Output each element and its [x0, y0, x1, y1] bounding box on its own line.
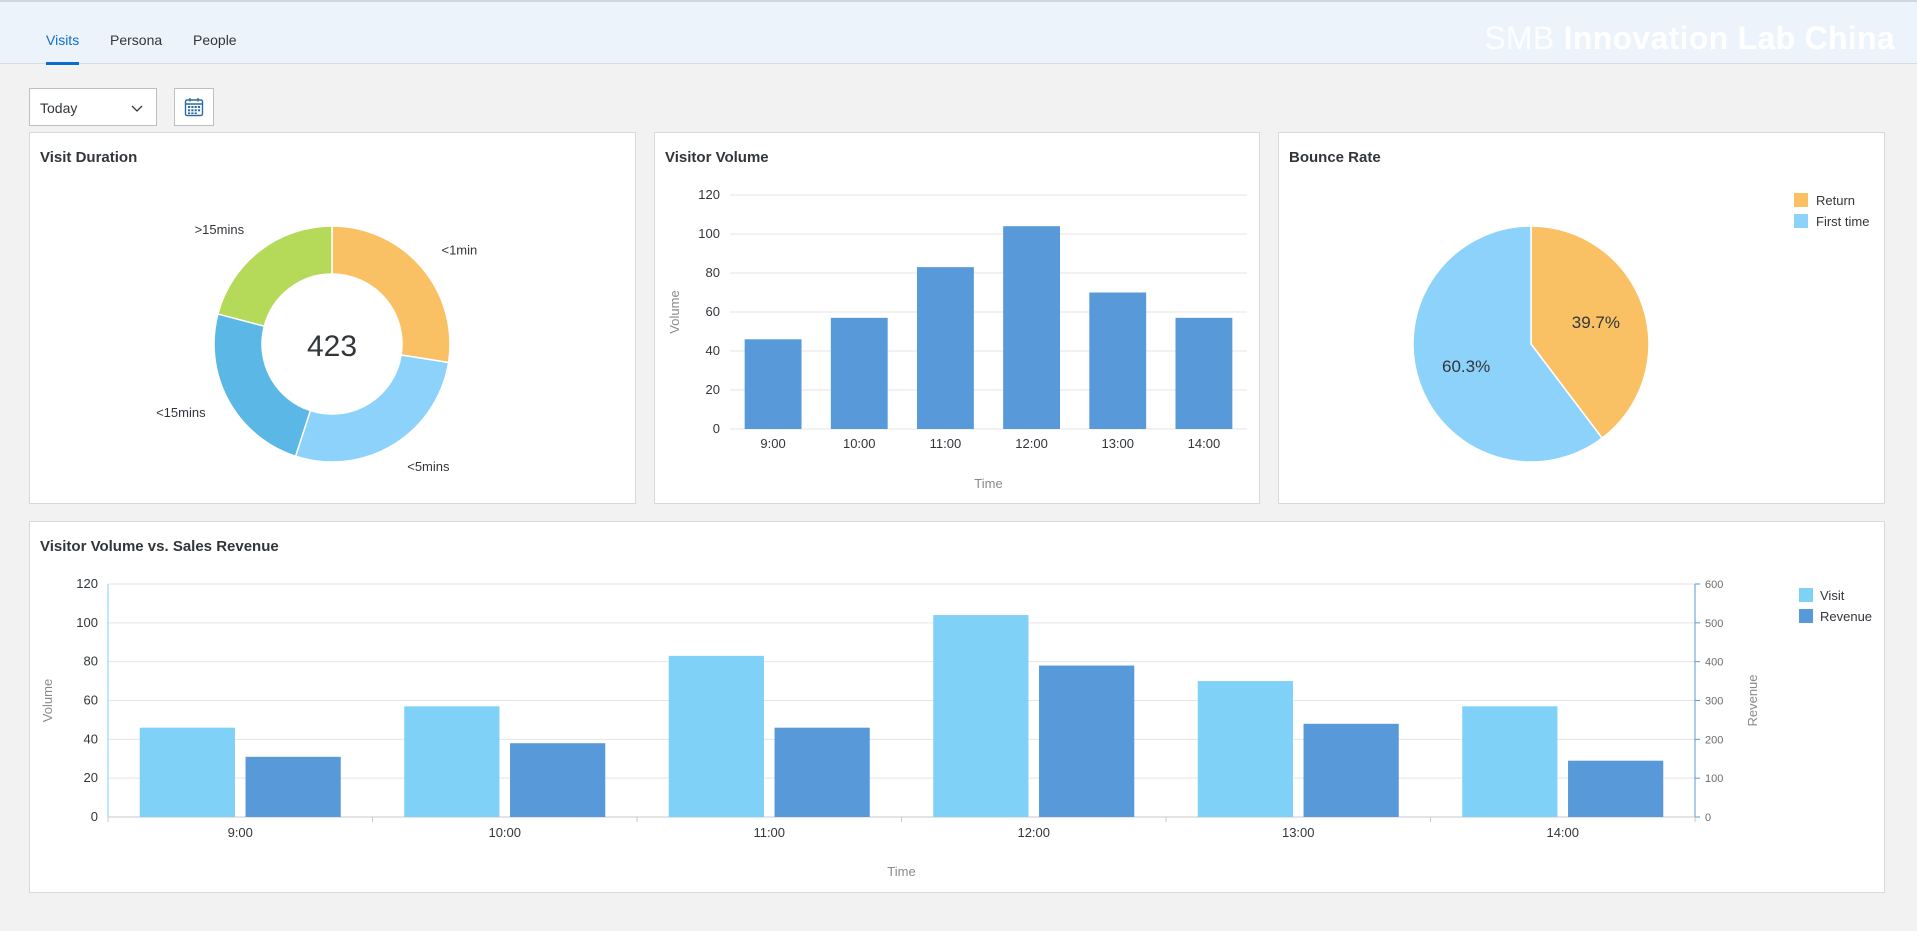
- legend-label: First time: [1816, 214, 1869, 229]
- visitor-volume-chart: 0 20 40 60 80 100 120 9:00 10:00 11:00 12:00 13:00 1…: [655, 133, 1259, 503]
- y-axis-title: Volume: [40, 679, 55, 722]
- x-tick-label: 13:00: [1282, 825, 1315, 840]
- donut-center-value: 423: [307, 330, 357, 363]
- top-navigation-bar: Visits Persona People SMB Innovation Lab…: [0, 0, 1917, 64]
- pie-slice-label-1: 60.3%: [1442, 357, 1490, 376]
- y2-tick-label: 100: [1705, 773, 1723, 785]
- period-select-value: Today: [40, 100, 77, 116]
- donut-slice-label-2: <15mins: [156, 405, 206, 420]
- y-axis-title: Volume: [667, 290, 682, 333]
- y2-tick-label: 400: [1705, 657, 1723, 669]
- tab-visits[interactable]: Visits: [46, 32, 79, 48]
- revenue-bar[interactable]: [1039, 666, 1134, 817]
- y2-tick-label: 0: [1705, 812, 1711, 824]
- y-tick-label: 20: [706, 382, 720, 397]
- x-tick-label: 10:00: [488, 825, 521, 840]
- volume-bar[interactable]: [917, 267, 974, 429]
- y-tick-label: 120: [76, 576, 98, 591]
- x-axis-title: Time: [974, 476, 1002, 491]
- x-tick-label: 9:00: [760, 436, 785, 451]
- volume-bar[interactable]: [831, 318, 888, 429]
- visit-bar[interactable]: [1198, 681, 1293, 817]
- x-tick-label: 13:00: [1101, 436, 1134, 451]
- y-tick-label: 60: [84, 693, 98, 708]
- volume-bar[interactable]: [1175, 318, 1232, 429]
- y-tick-label: 20: [84, 770, 98, 785]
- legend-swatch: [1794, 193, 1808, 207]
- y-tick-label: 80: [706, 265, 720, 280]
- donut-slice-2[interactable]: [214, 314, 310, 456]
- x-tick-label: 12:00: [1017, 825, 1050, 840]
- period-select[interactable]: Today: [29, 88, 157, 126]
- active-tab-indicator: [46, 62, 79, 65]
- y-tick-label: 40: [84, 731, 98, 746]
- pie-slice-label-0: 39.7%: [1572, 313, 1620, 332]
- tab-people[interactable]: People: [193, 32, 237, 48]
- visit-bar[interactable]: [669, 656, 764, 817]
- bounce-rate-card: Bounce Rate 39.7% 60.3% Return First time: [1278, 132, 1885, 504]
- visit-bar[interactable]: [140, 728, 235, 817]
- y2-axis-title: Revenue: [1745, 674, 1760, 726]
- donut-slice-label-0: <1min: [441, 242, 477, 257]
- visit-bar[interactable]: [1462, 706, 1557, 817]
- legend-swatch: [1794, 214, 1808, 228]
- volume-bar[interactable]: [1003, 226, 1060, 429]
- volume-bar[interactable]: [745, 339, 802, 429]
- revenue-bar[interactable]: [1304, 724, 1399, 817]
- revenue-bar[interactable]: [1568, 761, 1663, 817]
- x-tick-label: 9:00: [228, 825, 253, 840]
- visit-bar[interactable]: [933, 615, 1028, 817]
- y2-tick-label: 500: [1705, 618, 1723, 630]
- revenue-bar[interactable]: [246, 757, 341, 817]
- y-tick-label: 100: [698, 226, 720, 241]
- y-tick-label: 60: [706, 304, 720, 319]
- y2-tick-label: 600: [1705, 579, 1723, 591]
- bounce-rate-chart: 39.7% 60.3% Return First time: [1279, 133, 1884, 503]
- y-tick-label: 120: [698, 187, 720, 202]
- legend-label: Revenue: [1820, 609, 1872, 624]
- x-tick-label: 12:00: [1015, 436, 1048, 451]
- chevron-down-icon: [130, 101, 144, 115]
- visit-bar[interactable]: [404, 706, 499, 817]
- brand-logo: SMB Innovation Lab China: [1484, 20, 1895, 57]
- x-tick-label: 14:00: [1188, 436, 1221, 451]
- donut-slice-label-1: <5mins: [407, 459, 450, 474]
- legend-label: Return: [1816, 193, 1855, 208]
- calendar-icon: [184, 97, 204, 117]
- y-tick-label: 100: [76, 615, 98, 630]
- visit-duration-chart: <1min <5mins <15mins >15mins 423: [30, 133, 635, 503]
- y-tick-label: 40: [706, 343, 720, 358]
- x-tick-label: 14:00: [1546, 825, 1579, 840]
- y-tick-label: 0: [91, 809, 98, 824]
- visit-duration-card: Visit Duration <1min <5mins <15mins >15mins…: [29, 132, 636, 504]
- visitor-volume-card: Visitor Volume 0 20 40 60 80 100 120 9:00 10:00 1…: [654, 132, 1260, 504]
- donut-slice-label-3: >15mins: [195, 222, 245, 237]
- x-tick-label: 11:00: [753, 825, 785, 840]
- y2-tick-label: 300: [1705, 696, 1723, 708]
- y-tick-label: 0: [713, 421, 720, 436]
- donut-slice-3[interactable]: [218, 226, 332, 326]
- tab-persona[interactable]: Persona: [110, 32, 162, 48]
- y-tick-label: 80: [84, 654, 98, 669]
- brand-bold-text: Innovation Lab China: [1564, 20, 1895, 56]
- y2-tick-label: 200: [1705, 734, 1723, 746]
- donut-slice-1[interactable]: [296, 355, 449, 462]
- legend-swatch: [1799, 588, 1813, 602]
- volume-bar[interactable]: [1089, 293, 1146, 430]
- revenue-bar[interactable]: [775, 728, 870, 817]
- legend-swatch: [1799, 609, 1813, 623]
- volume-vs-revenue-card: Visitor Volume vs. Sales Revenue 0 20 40 60…: [29, 521, 1885, 893]
- brand-light-text: SMB: [1484, 20, 1554, 56]
- volume-vs-revenue-chart: 0 20 40 60 80 100 120 0 100 200 300 400 500 600 9:00 10…: [30, 522, 1884, 892]
- x-axis-title: Time: [887, 864, 915, 879]
- revenue-bar[interactable]: [510, 743, 605, 817]
- calendar-button[interactable]: [174, 88, 214, 126]
- x-tick-label: 10:00: [843, 436, 876, 451]
- legend-label: Visit: [1820, 588, 1845, 603]
- x-tick-label: 11:00: [930, 436, 962, 451]
